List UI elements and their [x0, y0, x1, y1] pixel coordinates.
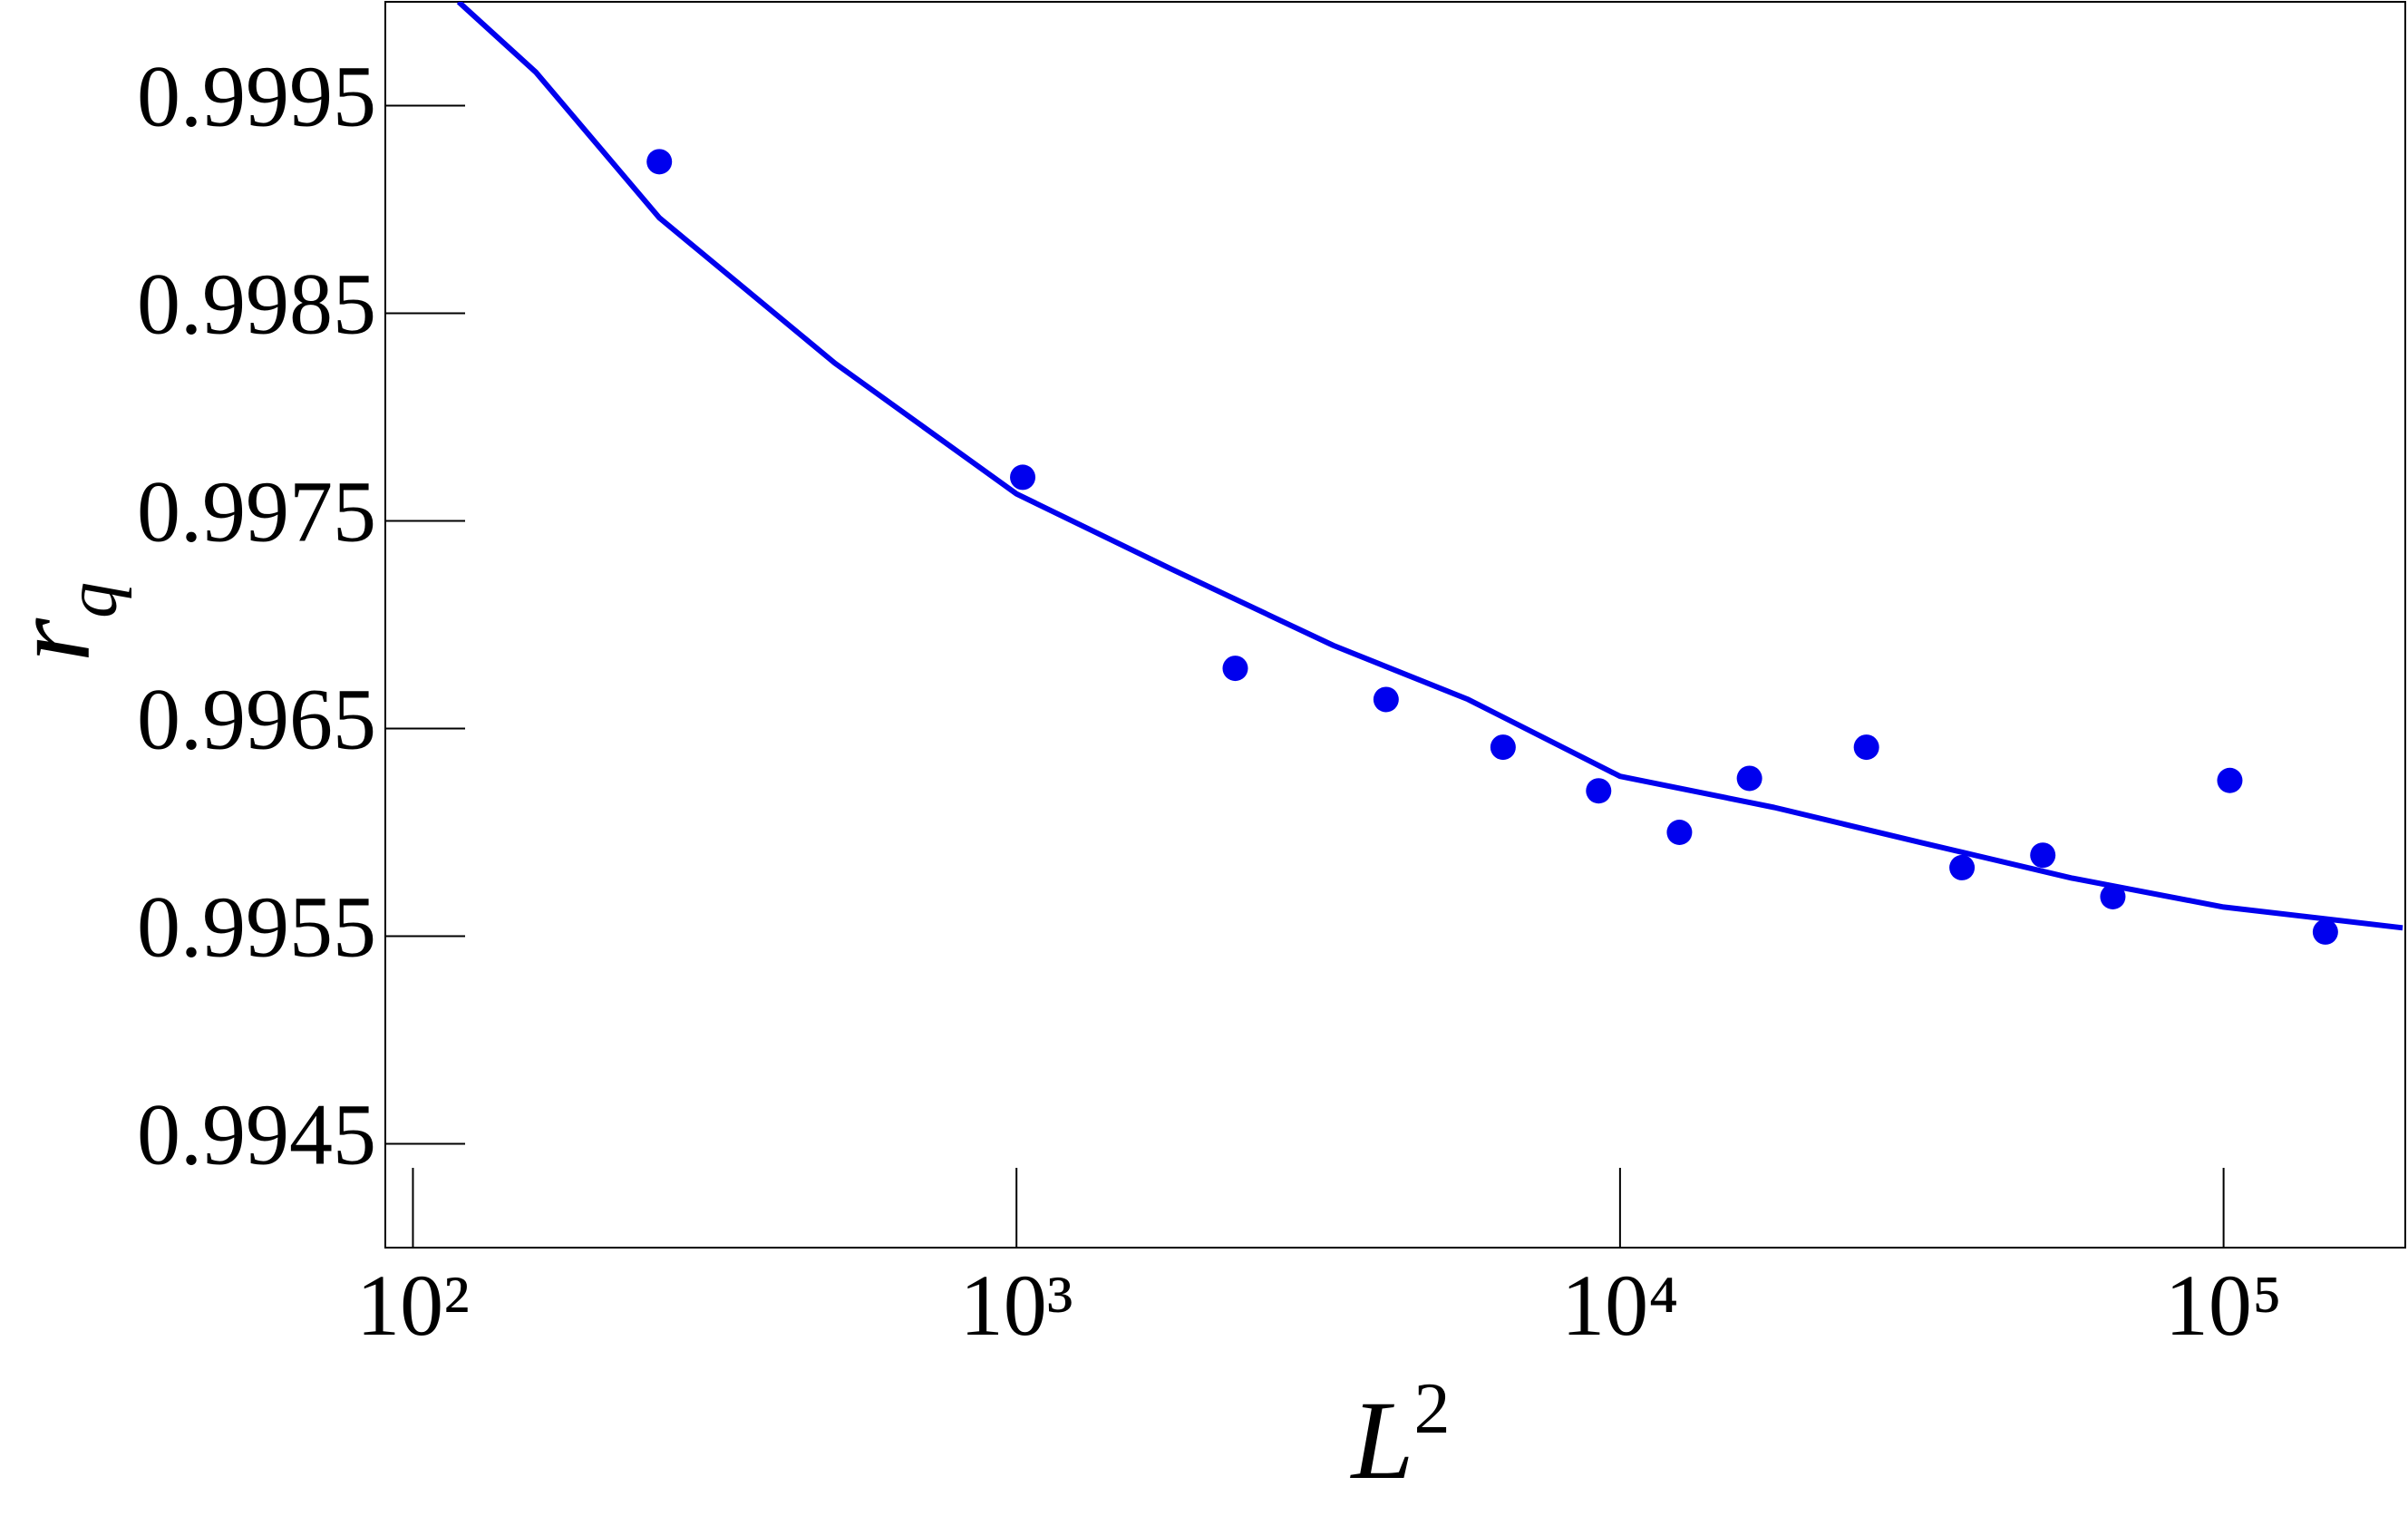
data-point	[2217, 767, 2243, 793]
y-axis-label: rq	[0, 582, 132, 662]
data-point	[2030, 842, 2056, 869]
data-point	[1949, 854, 1976, 880]
data-point	[2100, 883, 2126, 909]
y-tick-label: 0.9995	[137, 48, 376, 145]
x-label-sup: 2	[1413, 1369, 1450, 1449]
data-point	[1010, 464, 1036, 491]
y-label-main: r	[0, 617, 113, 662]
data-point	[1666, 820, 1693, 845]
data-point	[1490, 734, 1516, 761]
data-point	[2312, 918, 2338, 945]
y-label-sub: q	[53, 582, 132, 618]
y-tick-label: 0.9945	[137, 1086, 376, 1183]
fit-line	[456, 2, 2403, 931]
y-tick-label: 0.9975	[137, 463, 376, 560]
plot-area	[456, 2, 2403, 945]
data-point	[1853, 734, 1879, 761]
y-tick-label: 0.9965	[137, 671, 376, 768]
data-point	[1222, 656, 1248, 682]
data-point	[1373, 686, 1399, 713]
y-tick-label: 0.9985	[137, 256, 376, 353]
data-point	[1586, 778, 1612, 804]
plot-frame	[384, 1, 2406, 1249]
x-axis-label: L2	[1350, 1369, 1451, 1502]
data-point	[646, 149, 673, 175]
x-label-main: L	[1350, 1378, 1414, 1502]
x-tick-label: 10⁵	[2165, 1257, 2282, 1354]
y-tick-label: 0.9955	[137, 879, 376, 976]
data-point	[1736, 765, 1762, 792]
x-tick-label: 10⁴	[1561, 1257, 1678, 1354]
x-tick-label: 10²	[356, 1257, 470, 1354]
x-tick-label: 10³	[960, 1257, 1073, 1354]
